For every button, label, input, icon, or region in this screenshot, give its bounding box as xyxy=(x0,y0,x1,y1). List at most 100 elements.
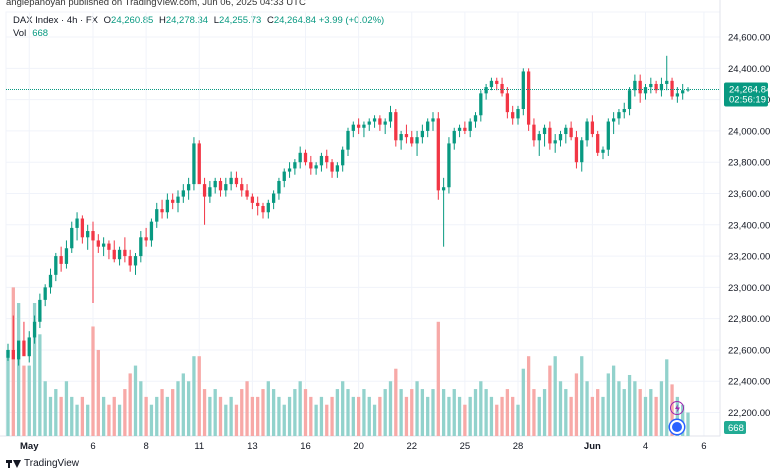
candle-body xyxy=(218,180,223,191)
time-tick-label: 22 xyxy=(406,441,417,452)
price-tick-label: 24,600.00 xyxy=(728,33,770,44)
volume-bar xyxy=(27,365,31,436)
volume-bar xyxy=(298,381,302,436)
candle-body xyxy=(553,140,557,144)
volume-bar xyxy=(16,303,21,436)
volume-bar xyxy=(59,396,63,436)
candle-body xyxy=(144,237,148,241)
volume-bar xyxy=(633,381,637,436)
price-tick-label: 23,000.00 xyxy=(728,283,770,294)
candle-body xyxy=(213,180,217,188)
volume-bar xyxy=(511,396,515,436)
volume-bar xyxy=(346,389,350,436)
volume-bar xyxy=(213,389,217,436)
volume-bar xyxy=(399,389,403,436)
candle-body xyxy=(303,152,308,163)
volume-bar xyxy=(574,373,579,436)
candle-body xyxy=(261,206,265,213)
time-tick-label: 13 xyxy=(247,441,258,452)
volume-bar xyxy=(617,381,621,436)
candle-body xyxy=(160,209,164,213)
volume-bar xyxy=(548,365,552,436)
volume-bar xyxy=(468,396,472,436)
volume-bar xyxy=(139,381,143,436)
volume-bar xyxy=(372,404,377,436)
price-tick-label: 22,600.00 xyxy=(728,345,770,356)
candle-body xyxy=(585,121,589,141)
candle-body xyxy=(542,127,547,135)
candle-body xyxy=(505,93,510,113)
volume-bar xyxy=(495,404,499,436)
candle-body xyxy=(356,124,361,128)
candle-body xyxy=(665,80,669,84)
candle-body xyxy=(123,249,127,257)
volume-bar xyxy=(415,381,419,436)
candle-body xyxy=(479,93,483,116)
candle-body xyxy=(606,121,610,150)
tradingview-logo-icon xyxy=(6,459,21,469)
candle-body xyxy=(394,112,398,141)
volume-bar xyxy=(144,396,148,436)
candle-body xyxy=(271,193,276,203)
volume-bar xyxy=(22,365,26,436)
grid xyxy=(0,0,721,437)
candle-body xyxy=(266,202,270,213)
candle-body xyxy=(341,149,345,166)
candle-body xyxy=(426,121,430,131)
candle-body xyxy=(351,124,355,131)
brand-name: TradingView xyxy=(24,458,80,469)
candle-body xyxy=(378,118,382,125)
candle-body xyxy=(309,162,313,169)
target-icon[interactable] xyxy=(670,420,684,434)
lightning-icon[interactable] xyxy=(670,401,684,415)
footer-brand[interactable]: TradingView xyxy=(6,458,79,469)
volume-bar xyxy=(553,356,557,436)
published-line: angiepanoyan published on TradingView.co… xyxy=(6,0,306,8)
candle-body xyxy=(80,218,85,238)
price-tick-label: 22,400.00 xyxy=(728,377,770,388)
volume-bar xyxy=(234,404,239,436)
volume-bar xyxy=(362,389,366,436)
candle-body xyxy=(521,71,525,110)
time-tick-label: 16 xyxy=(300,441,311,452)
symbol-label[interactable]: DAX Index · 4h · FX xyxy=(13,15,99,26)
volume-bar xyxy=(256,396,260,436)
time-tick-label: 25 xyxy=(460,441,471,452)
candle-body xyxy=(537,134,541,141)
candle-body xyxy=(532,124,536,141)
volume-bar xyxy=(330,396,334,436)
volume-badge-box xyxy=(724,421,746,434)
candle-body xyxy=(171,199,175,203)
volume-bar xyxy=(287,396,292,436)
volume-bar xyxy=(54,389,58,436)
candle-body xyxy=(176,196,180,203)
candle-body xyxy=(32,321,37,338)
volume-bar xyxy=(186,381,191,436)
candle-body xyxy=(675,93,680,97)
candle-body xyxy=(202,184,207,197)
time-axis[interactable]: May 6 8 11 13 16 20 22 25 28 Jun 4 6 xyxy=(20,441,707,452)
ohlc-legend: DAX Index · 4h · FX O24,260.85 H24,278.3… xyxy=(13,15,384,26)
price-tick-label: 23,200.00 xyxy=(728,252,770,263)
volume-bar xyxy=(117,404,122,436)
candle-body xyxy=(473,115,478,122)
volume-bar xyxy=(569,396,573,436)
volume-bar xyxy=(266,381,270,436)
candle-body xyxy=(633,80,637,91)
candle-body xyxy=(186,184,191,191)
candle-body xyxy=(70,227,74,249)
last-price-box xyxy=(724,82,768,107)
volume-bar xyxy=(580,356,584,436)
volume-bar xyxy=(303,389,308,436)
candle-body xyxy=(410,137,414,144)
time-tick-label: May xyxy=(20,441,39,452)
candle-body xyxy=(511,112,515,119)
volume-bar xyxy=(64,381,69,436)
time-tick-label: Jun xyxy=(584,441,601,452)
volume-bar xyxy=(271,389,276,436)
volume-label[interactable]: Vol xyxy=(13,28,27,39)
candle-body xyxy=(399,134,403,141)
candle-body xyxy=(372,118,377,122)
volume-bar xyxy=(441,389,446,436)
